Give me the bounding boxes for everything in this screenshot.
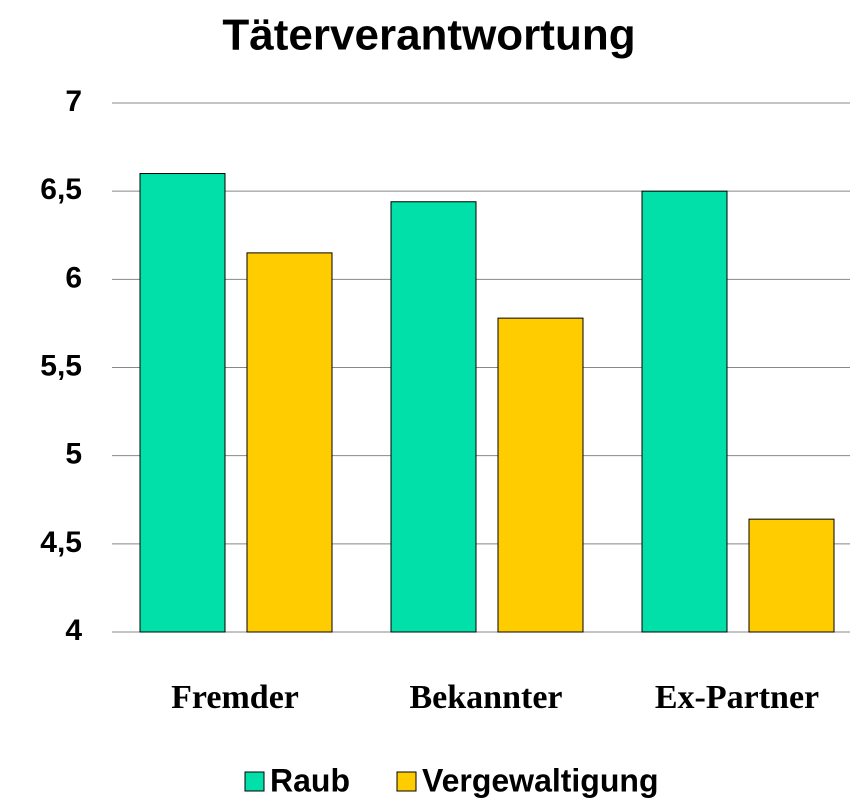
y-tick-label: 5 xyxy=(65,438,82,471)
bar xyxy=(748,518,835,633)
bar xyxy=(641,190,728,633)
y-tick-label: 5,5 xyxy=(40,349,82,382)
legend-label: Vergewaltigung xyxy=(422,762,658,798)
legend-swatch xyxy=(396,771,417,792)
y-tick-label: 6 xyxy=(65,261,82,294)
y-tick-label: 6,5 xyxy=(40,173,82,206)
y-tick-label: 7 xyxy=(65,85,82,118)
x-tick-label: Fremder xyxy=(171,679,299,716)
bar xyxy=(139,173,226,633)
x-tick-label: Bekannter xyxy=(410,679,563,716)
bar xyxy=(497,317,584,633)
y-tick-label: 4,5 xyxy=(40,526,82,559)
chart-title: Täterverantwortung xyxy=(222,11,635,60)
bar xyxy=(390,201,477,633)
x-tick-label: Ex-Partner xyxy=(655,679,819,716)
legend-swatch xyxy=(244,771,265,792)
legend-label: Raub xyxy=(270,762,350,798)
y-tick-label: 4 xyxy=(65,614,82,647)
bar xyxy=(246,252,333,633)
